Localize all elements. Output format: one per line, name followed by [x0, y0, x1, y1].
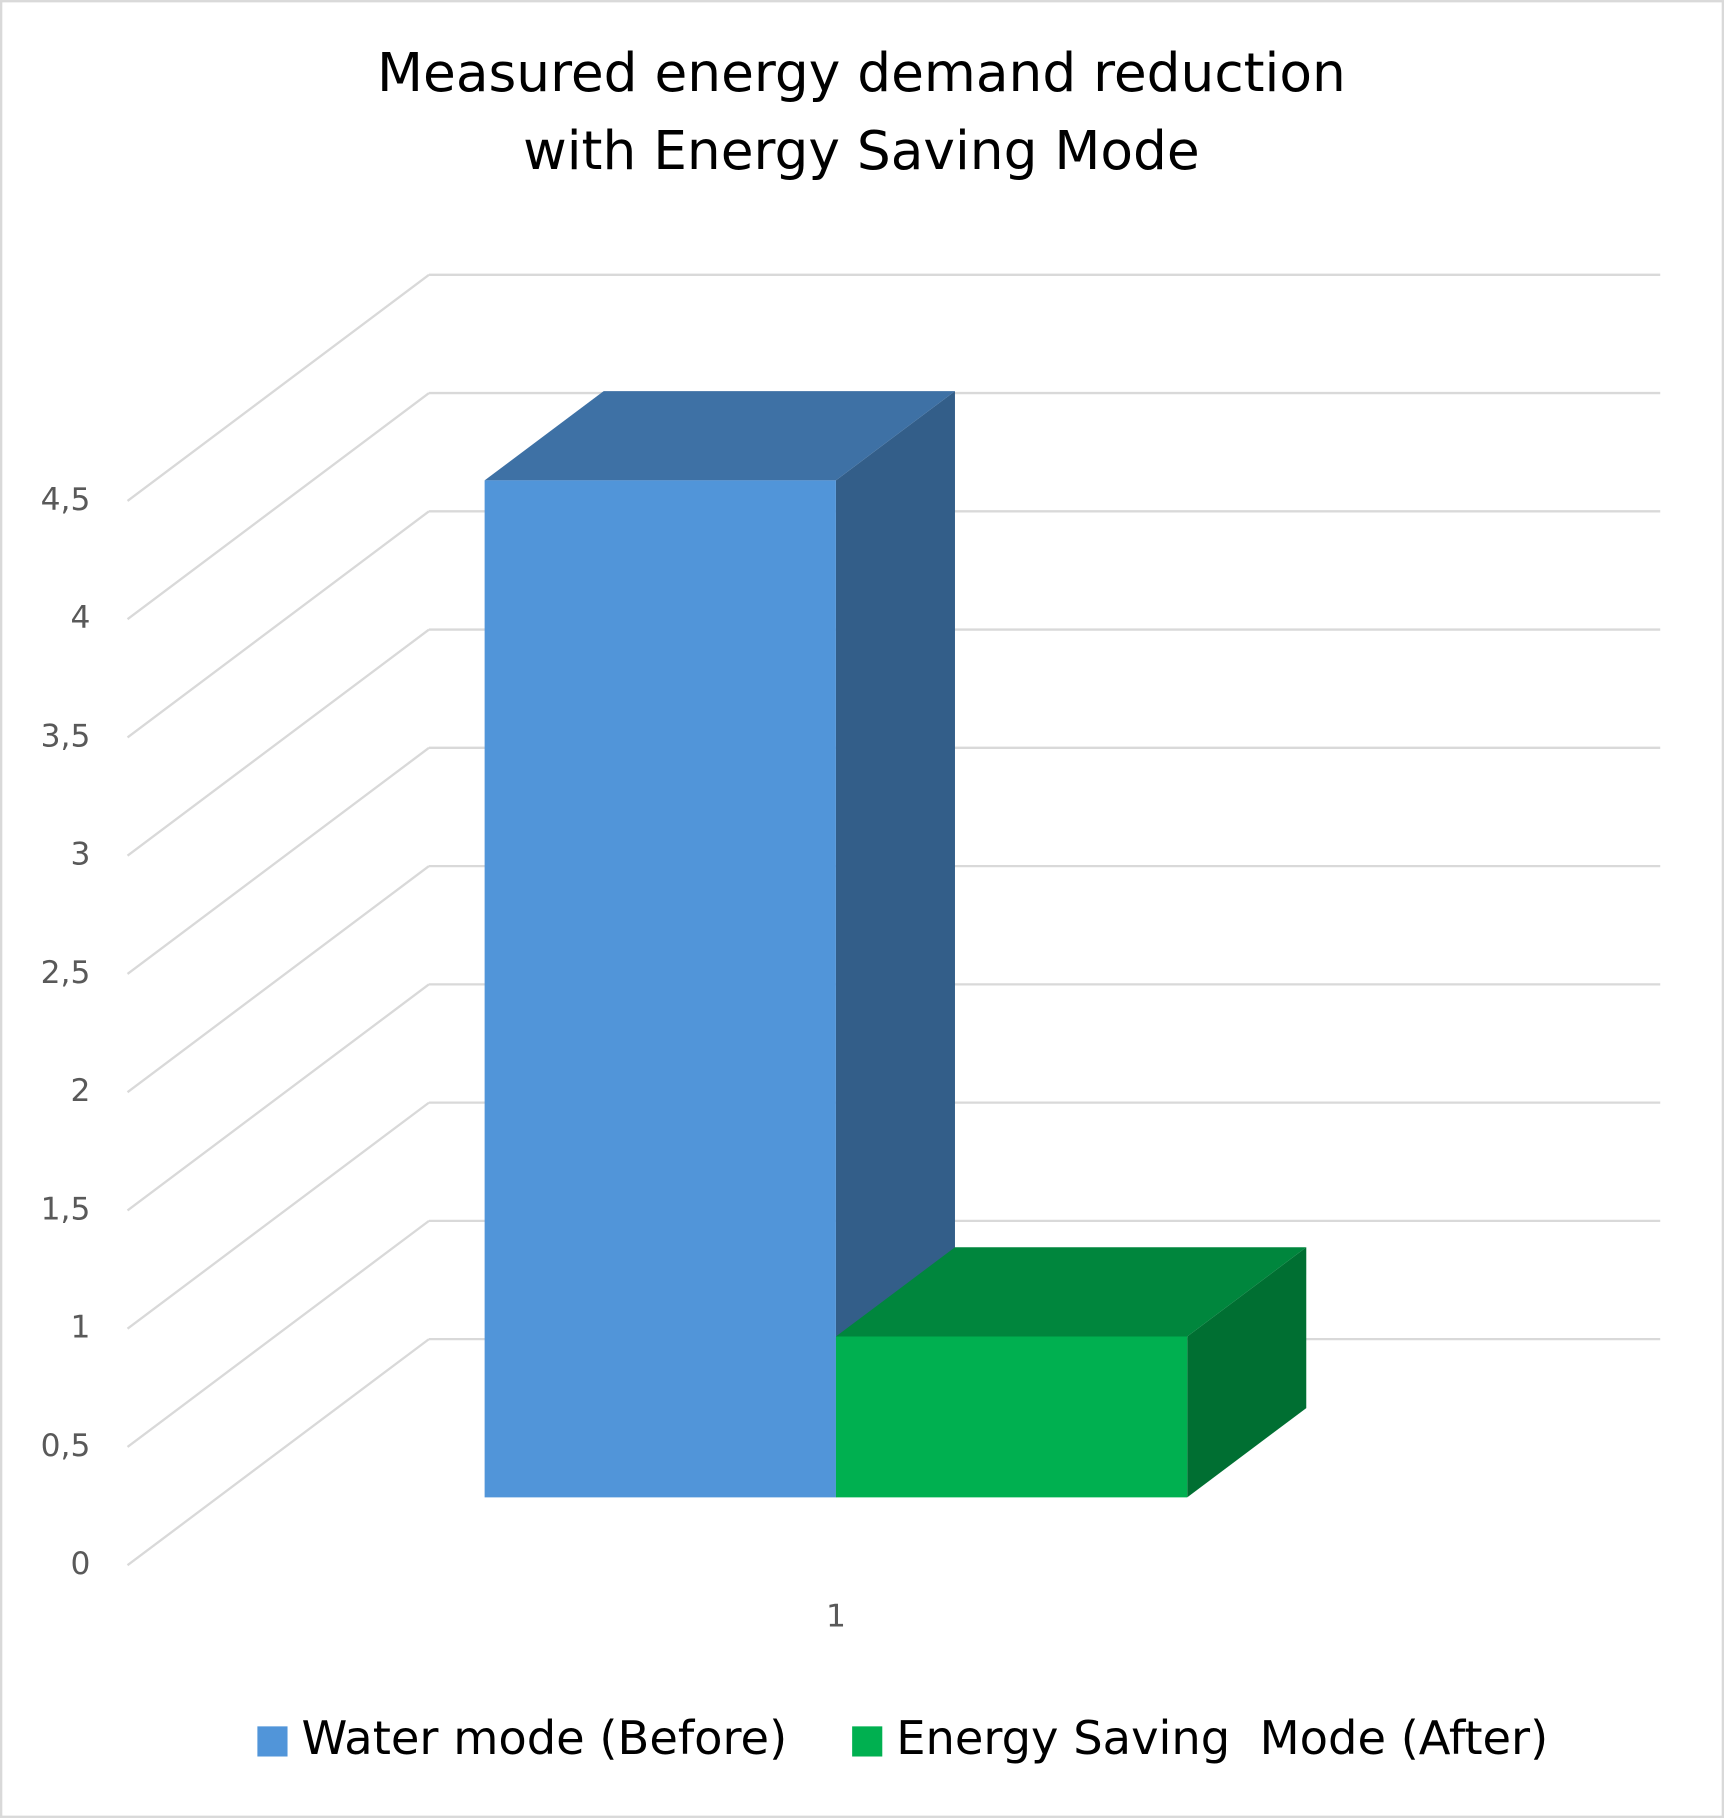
y-tick-label: 0,5 — [41, 1428, 91, 1464]
bar-side — [835, 391, 955, 1498]
legend-swatch — [852, 1726, 883, 1757]
legend-label: Water mode (Before) — [301, 1711, 787, 1765]
y-tick-label: 2 — [71, 1073, 91, 1109]
grid-line — [126, 273, 430, 502]
bar-side — [1187, 1247, 1307, 1498]
y-tick-label: 0 — [71, 1546, 91, 1582]
grid-line — [126, 392, 430, 621]
bar-top — [835, 1247, 1307, 1337]
bar-front — [484, 480, 836, 1498]
y-tick-label: 4 — [71, 600, 91, 636]
grid-line — [126, 1101, 430, 1330]
grid-line — [126, 510, 430, 739]
grid-line — [126, 865, 430, 1094]
bar-top — [484, 391, 955, 481]
y-tick-label: 3,5 — [41, 718, 91, 754]
y-tick-label: 4,5 — [41, 482, 91, 518]
chart-title: with Energy Saving Mode — [523, 119, 1200, 182]
legend-label: Energy Saving Mode (After) — [896, 1711, 1548, 1765]
grid-line — [126, 983, 430, 1212]
grid-line — [126, 628, 430, 857]
grid-line — [126, 1338, 430, 1567]
y-tick-label: 3 — [71, 837, 91, 873]
bar — [484, 391, 955, 1498]
bar — [835, 1247, 1307, 1498]
grid-line — [126, 1219, 430, 1448]
legend-swatch — [257, 1726, 288, 1757]
x-tick-label: 1 — [826, 1598, 846, 1634]
y-tick-label: 1,5 — [41, 1191, 91, 1227]
chart-title: Measured energy demand reduction — [377, 41, 1346, 104]
grid-line — [126, 746, 430, 975]
bar-front — [835, 1336, 1188, 1498]
y-tick-label: 2,5 — [41, 955, 91, 991]
y-tick-label: 1 — [71, 1310, 91, 1346]
